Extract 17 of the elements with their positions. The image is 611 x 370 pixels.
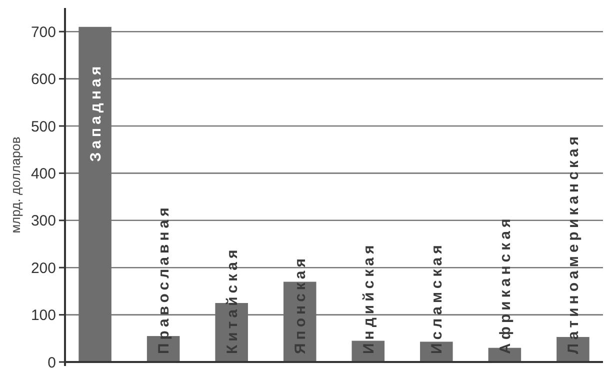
x-tick-label: Православная: [156, 204, 173, 354]
y-tick-label: 700: [30, 24, 56, 41]
y-tick-label: 600: [30, 71, 56, 88]
x-tick-label: Африканская: [496, 215, 514, 354]
y-tick-label: 300: [30, 212, 56, 230]
x-tick-label: Западная: [87, 62, 104, 162]
y-tick-label: 500: [30, 118, 56, 136]
y-tick-label: 200: [30, 260, 56, 277]
x-tick-label: Японская: [292, 254, 310, 354]
x-tick-label: Латиноамериканская: [565, 132, 582, 354]
y-axis-title: млрд. долларов: [8, 136, 23, 234]
y-tick-label: 400: [30, 165, 56, 182]
x-tick-label: Китайская: [224, 246, 241, 354]
x-tick-label: Индийская: [360, 242, 378, 354]
x-tick-label: Исламская: [428, 242, 446, 354]
y-tick-label: 100: [30, 307, 56, 324]
y-tick-label: 0: [48, 354, 56, 370]
